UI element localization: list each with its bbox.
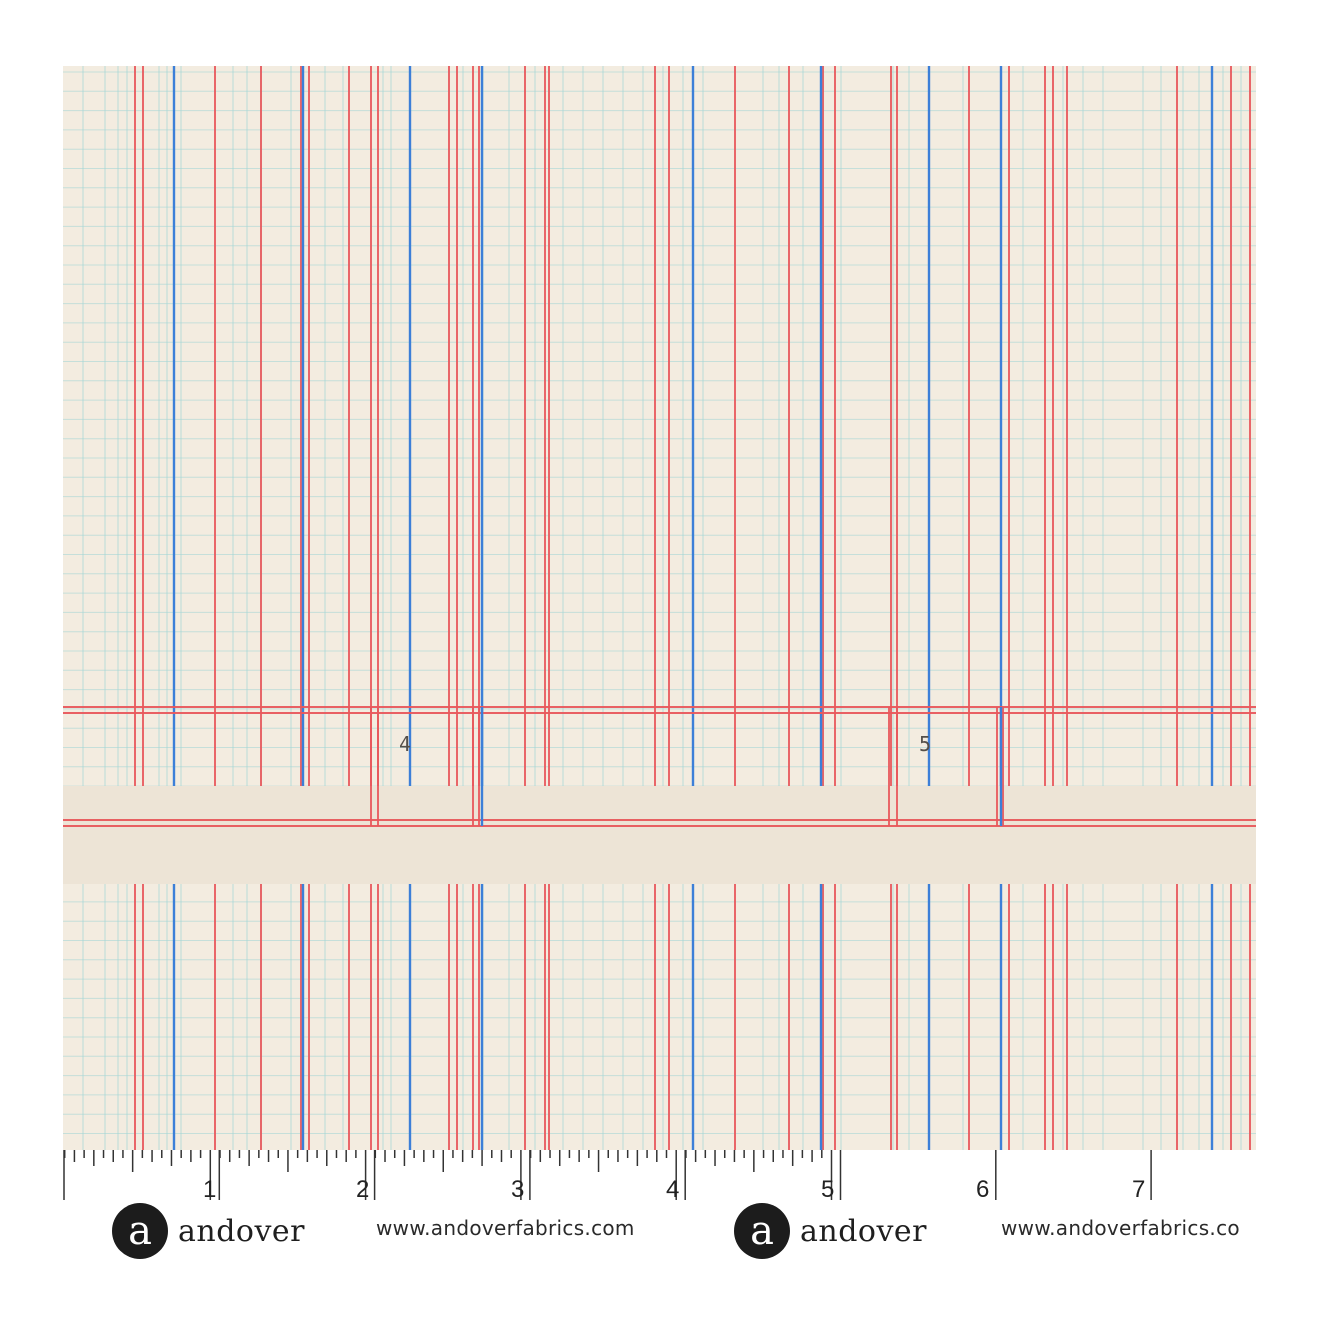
band-lines bbox=[63, 706, 1256, 827]
ruler-label-7: 7 bbox=[1132, 1176, 1146, 1203]
website-url-left[interactable]: www.andoverfabrics.com bbox=[376, 1216, 635, 1240]
ruler-label-5: 5 bbox=[821, 1176, 835, 1203]
website-url-right-clip: www.andoverfabrics.co bbox=[995, 1210, 1256, 1250]
andover-brand-right: a andover bbox=[734, 1203, 927, 1259]
ruler-label-1: 1 bbox=[203, 1176, 217, 1203]
andover-brand-left: a andover bbox=[112, 1203, 305, 1259]
section-number-4: 4 bbox=[399, 732, 412, 756]
fabric-swatch: 4 5 bbox=[63, 66, 1256, 1150]
website-url-right[interactable]: www.andoverfabrics.co bbox=[1001, 1216, 1240, 1240]
horizontal-ledger-band bbox=[63, 786, 1256, 884]
ruler-label-6: 6 bbox=[976, 1176, 990, 1203]
ledger-grid-pattern bbox=[63, 66, 1256, 1150]
andover-logo-icon: a bbox=[734, 1203, 790, 1259]
brand-name: andover bbox=[178, 1213, 306, 1249]
section-number-5: 5 bbox=[919, 732, 932, 756]
ruler-label-4: 4 bbox=[666, 1176, 680, 1203]
andover-logo-icon: a bbox=[112, 1203, 168, 1259]
ruler-label-2: 2 bbox=[356, 1176, 370, 1203]
brand-name: andover bbox=[800, 1213, 928, 1249]
ruler-label-3: 3 bbox=[511, 1176, 525, 1203]
inch-ruler bbox=[63, 1150, 1152, 1200]
